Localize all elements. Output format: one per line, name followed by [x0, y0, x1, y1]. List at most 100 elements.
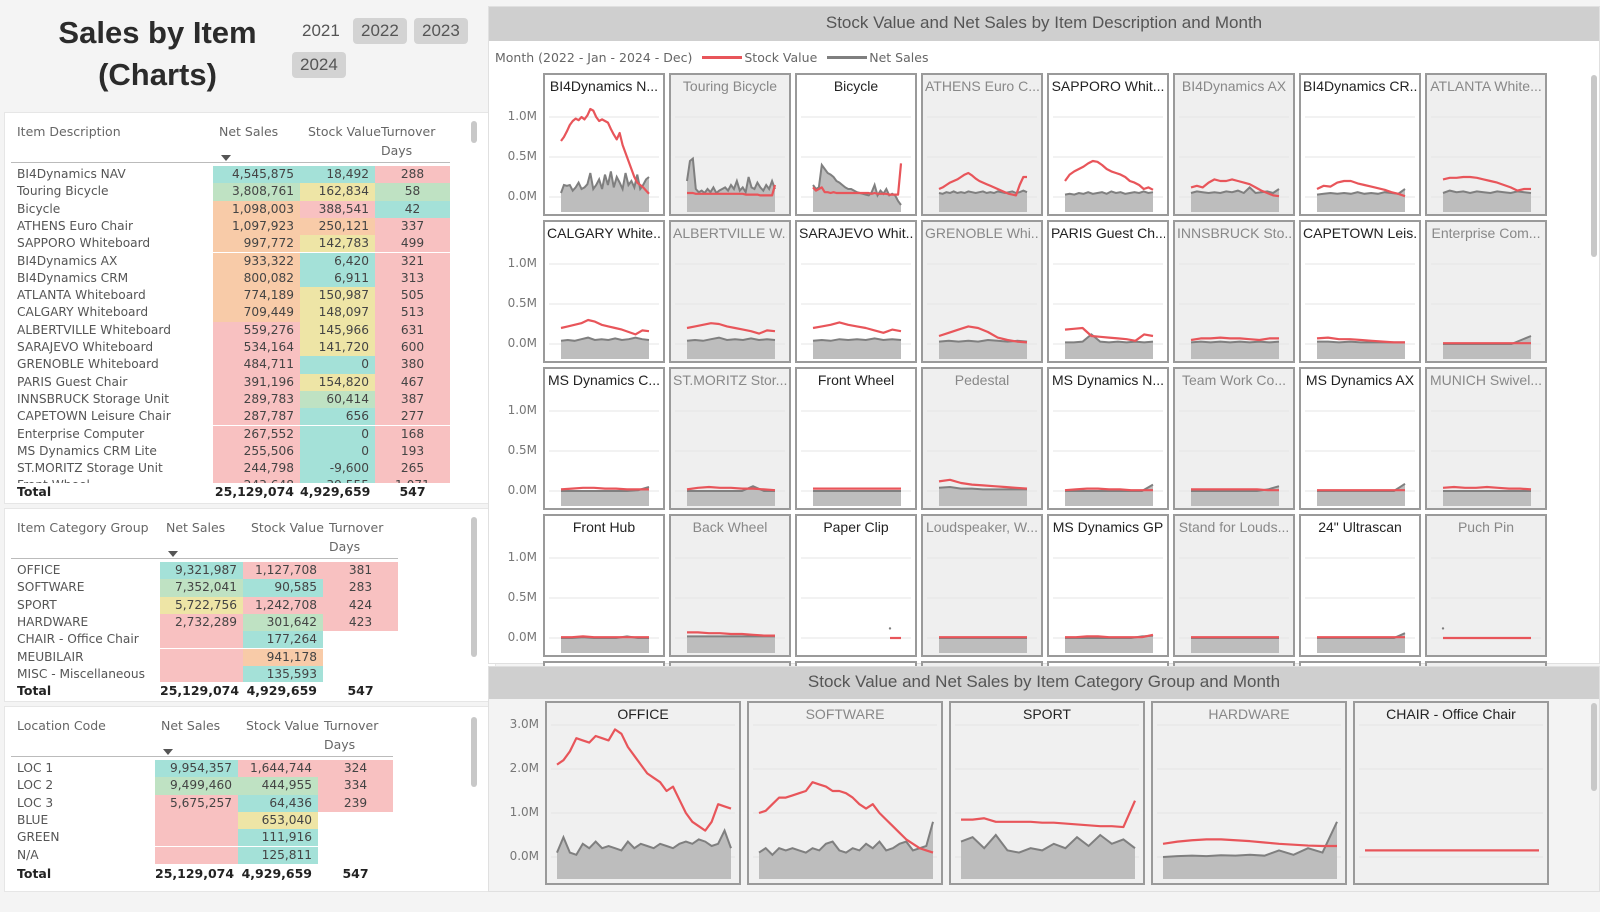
table-row[interactable]: BLUE 653,040	[5, 811, 393, 830]
table-row[interactable]: INNSBRUCK Storage Unit 289,783 60,414 38…	[5, 390, 450, 409]
small-multiple-panel[interactable]: GRENOBLE Whi...	[921, 220, 1043, 363]
table-row[interactable]: N/A 125,811	[5, 846, 393, 864]
table-row[interactable]: LOC 2 9,499,460 444,955 334	[5, 777, 393, 795]
table-row[interactable]: ST.MORITZ Storage Unit 244,798 -9,600 26…	[5, 460, 450, 478]
small-multiple-panel[interactable]: Front Hub	[543, 514, 665, 657]
table-row[interactable]: BI4Dynamics CRM 800,082 6,911 313	[5, 269, 450, 288]
small-multiple-panel[interactable]: MS Dynamics AX	[1299, 367, 1421, 510]
small-multiple-panel[interactable]: MUNICH Swivel...	[1425, 367, 1547, 510]
small-multiple-panel[interactable]: MS Dynamics N...	[1047, 367, 1169, 510]
table-row[interactable]: MISC - Miscellaneous 135,593	[5, 665, 398, 684]
sort-descending-icon[interactable]	[168, 551, 178, 557]
legend-net-sales[interactable]: Net Sales	[869, 49, 929, 65]
small-multiple-panel[interactable]: Bicycle	[795, 73, 917, 216]
table-row[interactable]: CAPETOWN Leisure Chair 287,787 656 277	[5, 408, 450, 426]
table-row[interactable]: SOFTWARE 7,352,041 90,585 283	[5, 579, 398, 597]
table-row[interactable]: LOC 1 9,954,357 1,644,744 324	[5, 760, 393, 778]
table-row[interactable]: HARDWARE 2,732,289 301,642 423	[5, 613, 398, 632]
table-row[interactable]: ATLANTA Whiteboard 774,189 150,987 505	[5, 287, 450, 305]
small-multiple-panel[interactable]: Enterprise Com...	[1425, 220, 1547, 363]
small-multiple-panel[interactable]: Puch Pin	[1425, 514, 1547, 657]
net-sales-area	[961, 835, 1135, 879]
year-option-2022[interactable]: 2022	[353, 18, 407, 44]
header-stock-value[interactable]: Stock Value	[308, 124, 381, 139]
small-multiple-panel[interactable]: SPORT	[949, 701, 1145, 885]
sort-descending-icon[interactable]	[163, 749, 173, 755]
table-row[interactable]: PARIS Guest Chair 391,196 154,820 467	[5, 373, 450, 391]
small-multiple-panel[interactable]: Touring Bicycle	[669, 73, 791, 216]
small-multiple-panel[interactable]: OFFICE	[545, 701, 741, 885]
category-chart-scrollbar[interactable]	[1591, 703, 1597, 791]
small-multiple-panel[interactable]: HARDWARE	[1151, 701, 1347, 885]
net-sales-line	[1190, 340, 1280, 344]
table-row[interactable]: Bicycle 1,098,003 388,541 42	[5, 200, 450, 218]
small-multiple-panel[interactable]: Back Wheel	[669, 514, 791, 657]
header-turnover-days[interactable]: Turnover Days	[329, 518, 383, 556]
table-row[interactable]: MS Dynamics CRM Lite 255,506 0 193	[5, 442, 450, 461]
header-label[interactable]: Item Description	[17, 124, 121, 139]
item-chart-scrollbar[interactable]	[1591, 75, 1597, 257]
table-row[interactable]: LOC 3 5,675,257 64,436 239	[5, 794, 393, 812]
header-turnover-days[interactable]: Turnover Days	[381, 122, 435, 160]
small-multiple-panel[interactable]: ATHENS Euro C...	[921, 73, 1043, 216]
table-row[interactable]: ATHENS Euro Chair 1,097,923 250,121 337	[5, 217, 450, 236]
stock-value-line	[560, 107, 650, 195]
header-net-sales[interactable]: Net Sales	[219, 124, 279, 139]
panel-title: MS Dynamics AX	[1305, 372, 1415, 388]
sort-descending-icon[interactable]	[221, 155, 231, 161]
small-multiple-panel[interactable]: CAPETOWN Leis...	[1299, 220, 1421, 363]
table-scrollbar[interactable]	[471, 517, 477, 657]
small-multiple-panel[interactable]: MS Dynamics C...	[543, 367, 665, 510]
table-row[interactable]: SAPPORO Whiteboard 997,772 142,783 499	[5, 235, 450, 253]
legend-stock-value[interactable]: Stock Value	[744, 49, 818, 65]
small-multiple-panel[interactable]: BI4Dynamics AX	[1173, 73, 1295, 216]
table-scrollbar[interactable]	[471, 121, 477, 143]
small-multiple-panel[interactable]: Pedestal	[921, 367, 1043, 510]
table-row[interactable]: GRENOBLE Whiteboard 484,711 0 380	[5, 356, 450, 374]
table-row[interactable]: SPORT 5,722,756 1,242,708 424	[5, 596, 398, 614]
small-multiple-panel[interactable]: SARAJEVO Whit...	[795, 220, 917, 363]
small-multiple-panel[interactable]: ALBERTVILLE W...	[669, 220, 791, 363]
small-multiple-panel[interactable]: BI4Dynamics CR...	[1299, 73, 1421, 216]
table-scrollbar[interactable]	[471, 717, 477, 787]
table-row[interactable]: SARAJEVO Whiteboard 534,164 141,720 600	[5, 339, 450, 357]
small-multiple-panel[interactable]: INNSBRUCK Sto...	[1173, 220, 1295, 363]
small-multiple-panel[interactable]: ST.MORITZ Stor...	[669, 367, 791, 510]
small-multiple-panel[interactable]: ATLANTA White...	[1425, 73, 1547, 216]
table-row[interactable]: CALGARY Whiteboard 709,449 148,097 513	[5, 304, 450, 322]
small-multiple-panel[interactable]: Loudspeaker, W...	[921, 514, 1043, 657]
small-multiple-panel[interactable]: Stand for Louds...	[1173, 514, 1295, 657]
small-multiple-panel[interactable]: PARIS Guest Ch...	[1047, 220, 1169, 363]
table-row[interactable]: Enterprise Computer 267,552 0 168	[5, 425, 450, 443]
table-row[interactable]: Front Wheel 243,648 39,555 1,071	[5, 477, 450, 486]
header-net-sales[interactable]: Net Sales	[161, 718, 221, 733]
small-multiple-panel[interactable]: Paper Clip	[795, 514, 917, 657]
year-option-2021[interactable]: 2021	[302, 21, 340, 40]
table-row[interactable]: BI4Dynamics AX 933,322 6,420 321	[5, 252, 450, 270]
panel-title: Paper Clip	[823, 519, 889, 535]
header-stock-value[interactable]: Stock Value	[246, 718, 319, 733]
table-row[interactable]: CHAIR - Office Chair 177,264	[5, 631, 398, 649]
header-label[interactable]: Location Code	[17, 718, 106, 733]
table-row[interactable]: BI4Dynamics NAV 4,545,875 18,492 288	[5, 166, 450, 184]
small-multiple-panel[interactable]: CALGARY White...	[543, 220, 665, 363]
small-multiple-panel[interactable]: 24" Ultrascan	[1299, 514, 1421, 657]
small-multiple-panel[interactable]: BI4Dynamics N...	[543, 73, 665, 216]
header-net-sales[interactable]: Net Sales	[166, 520, 226, 535]
table-row[interactable]: ALBERTVILLE Whiteboard 559,276 145,966 6…	[5, 321, 450, 339]
small-multiple-panel[interactable]: CHAIR - Office Chair	[1353, 701, 1549, 885]
table-row[interactable]: MEUBILAIR 941,178	[5, 648, 398, 666]
small-multiple-panel[interactable]: Front Wheel	[795, 367, 917, 510]
year-option-2023[interactable]: 2023	[414, 18, 468, 44]
header-label[interactable]: Item Category Group	[17, 520, 149, 535]
small-multiple-panel[interactable]: Team Work Co...	[1173, 367, 1295, 510]
header-stock-value[interactable]: Stock Value	[251, 520, 324, 535]
table-row[interactable]: GREEN 111,916	[5, 829, 393, 847]
small-multiple-panel[interactable]: SOFTWARE	[747, 701, 943, 885]
table-row[interactable]: OFFICE 9,321,987 1,127,708 381	[5, 562, 398, 580]
year-option-2024[interactable]: 2024	[292, 52, 346, 78]
header-turnover-days[interactable]: Turnover Days	[324, 716, 378, 754]
table-row[interactable]: Touring Bicycle 3,808,761 162,834 58	[5, 183, 450, 201]
small-multiple-panel[interactable]: MS Dynamics GP	[1047, 514, 1169, 657]
small-multiple-panel[interactable]: SAPPORO Whit...	[1047, 73, 1169, 216]
